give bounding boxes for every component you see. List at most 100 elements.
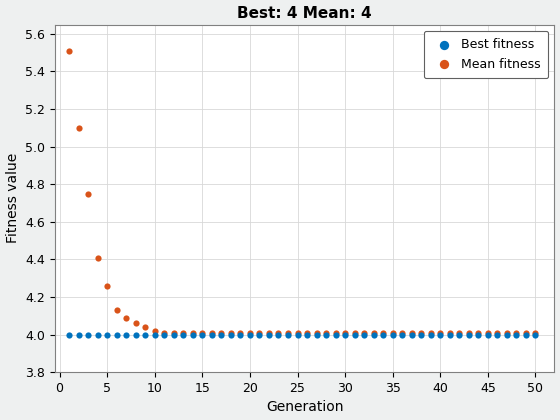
Best fitness — [502, 331, 511, 338]
Mean fitness — [312, 329, 321, 336]
Best fitness — [83, 331, 92, 338]
Mean fitness — [198, 329, 207, 336]
Best fitness — [264, 331, 273, 338]
Mean fitness — [445, 329, 454, 336]
Mean fitness — [436, 329, 445, 336]
Best fitness — [255, 331, 264, 338]
Mean fitness — [398, 329, 407, 336]
Best fitness — [283, 331, 292, 338]
Mean fitness — [283, 329, 292, 336]
Best fitness — [112, 331, 121, 338]
Best fitness — [302, 331, 311, 338]
Best fitness — [350, 331, 359, 338]
Best fitness — [226, 331, 235, 338]
Mean fitness — [350, 329, 359, 336]
Mean fitness — [217, 329, 226, 336]
Best fitness — [312, 331, 321, 338]
Best fitness — [179, 331, 188, 338]
Mean fitness — [388, 329, 397, 336]
Best fitness — [445, 331, 454, 338]
Best fitness — [369, 331, 378, 338]
Mean fitness — [141, 324, 150, 331]
Best fitness — [360, 331, 368, 338]
Mean fitness — [112, 307, 121, 313]
Best fitness — [531, 331, 540, 338]
Best fitness — [102, 331, 111, 338]
Best fitness — [379, 331, 388, 338]
Best fitness — [141, 331, 150, 338]
Mean fitness — [169, 329, 178, 336]
Best fitness — [74, 331, 83, 338]
Mean fitness — [226, 329, 235, 336]
Best fitness — [150, 331, 159, 338]
Best fitness — [321, 331, 330, 338]
Mean fitness — [102, 282, 111, 289]
Mean fitness — [188, 329, 197, 336]
Best fitness — [160, 331, 169, 338]
Mean fitness — [417, 329, 426, 336]
Best fitness — [169, 331, 178, 338]
Mean fitness — [331, 329, 340, 336]
Mean fitness — [122, 314, 130, 321]
Best fitness — [388, 331, 397, 338]
Mean fitness — [93, 254, 102, 261]
Mean fitness — [245, 329, 254, 336]
Mean fitness — [74, 124, 83, 131]
Best fitness — [493, 331, 502, 338]
Best fitness — [274, 331, 283, 338]
Mean fitness — [207, 329, 216, 336]
Mean fitness — [474, 329, 483, 336]
Mean fitness — [502, 329, 511, 336]
Mean fitness — [464, 329, 473, 336]
Mean fitness — [493, 329, 502, 336]
Mean fitness — [407, 329, 416, 336]
Mean fitness — [369, 329, 378, 336]
Best fitness — [331, 331, 340, 338]
Mean fitness — [512, 329, 521, 336]
Best fitness — [521, 331, 530, 338]
Best fitness — [512, 331, 521, 338]
Mean fitness — [302, 329, 311, 336]
Mean fitness — [360, 329, 368, 336]
Mean fitness — [455, 329, 464, 336]
Best fitness — [483, 331, 492, 338]
Best fitness — [245, 331, 254, 338]
Best fitness — [340, 331, 349, 338]
Y-axis label: Fitness value: Fitness value — [6, 153, 20, 244]
Mean fitness — [179, 329, 188, 336]
Best fitness — [188, 331, 197, 338]
Legend: Best fitness, Mean fitness: Best fitness, Mean fitness — [423, 31, 548, 78]
Mean fitness — [236, 329, 245, 336]
Mean fitness — [483, 329, 492, 336]
Best fitness — [207, 331, 216, 338]
Best fitness — [407, 331, 416, 338]
Best fitness — [93, 331, 102, 338]
Mean fitness — [426, 329, 435, 336]
Best fitness — [122, 331, 130, 338]
Best fitness — [236, 331, 245, 338]
Best fitness — [426, 331, 435, 338]
Best fitness — [293, 331, 302, 338]
Best fitness — [64, 331, 73, 338]
Mean fitness — [321, 329, 330, 336]
Mean fitness — [293, 329, 302, 336]
Mean fitness — [131, 320, 140, 327]
Mean fitness — [83, 190, 92, 197]
Mean fitness — [379, 329, 388, 336]
Mean fitness — [255, 329, 264, 336]
Mean fitness — [340, 329, 349, 336]
Best fitness — [398, 331, 407, 338]
Mean fitness — [264, 329, 273, 336]
X-axis label: Generation: Generation — [266, 400, 343, 415]
Mean fitness — [531, 329, 540, 336]
Best fitness — [217, 331, 226, 338]
Best fitness — [436, 331, 445, 338]
Best fitness — [464, 331, 473, 338]
Mean fitness — [64, 47, 73, 54]
Title: Best: 4 Mean: 4: Best: 4 Mean: 4 — [237, 5, 372, 21]
Best fitness — [131, 331, 140, 338]
Mean fitness — [521, 329, 530, 336]
Best fitness — [198, 331, 207, 338]
Mean fitness — [160, 329, 169, 336]
Best fitness — [417, 331, 426, 338]
